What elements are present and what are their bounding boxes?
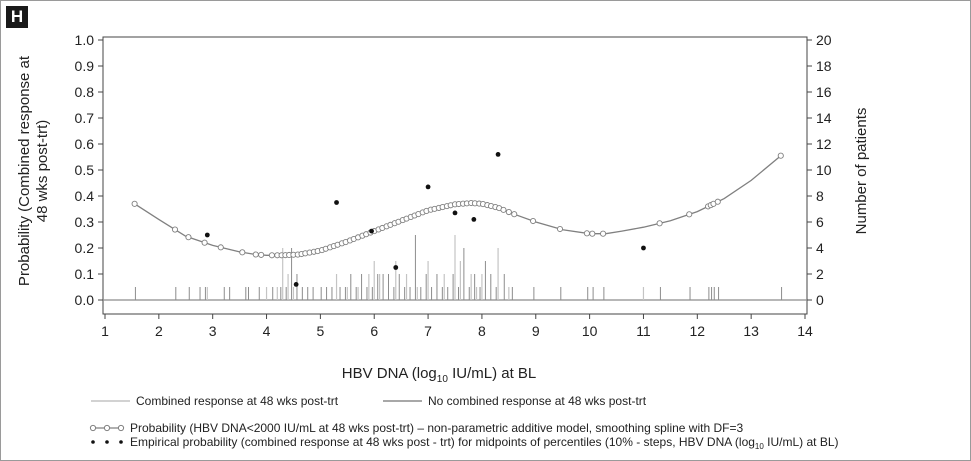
spline-marker: [511, 211, 518, 218]
plot-border: [102, 36, 808, 315]
empirical-point: [204, 232, 210, 238]
right-y-tick-label: 16: [816, 84, 832, 100]
panel-label: H: [6, 6, 28, 28]
probability-spline: [131, 152, 784, 259]
empirical-point: [452, 210, 458, 216]
right-y-axis-title: Number of patients: [853, 108, 870, 235]
spline-marker: [201, 239, 208, 246]
empirical-point: [495, 152, 501, 157]
left-y-tick-label: 0.8: [75, 84, 95, 100]
right-y-tick-label: 14: [816, 110, 832, 126]
spline-marker: [185, 234, 192, 241]
legend-label: Combined response at 48 wks post-trt: [136, 394, 339, 408]
left-y-tick-label: 0.9: [75, 58, 95, 74]
right-y-tick-label: 10: [816, 162, 832, 178]
left-y-tick-label: 0.7: [75, 110, 95, 126]
patient-count-bars: [103, 235, 807, 301]
empirical-point: [293, 282, 299, 287]
right-y-tick-label: 6: [816, 214, 824, 230]
spline-marker: [714, 198, 721, 205]
spline-marker: [556, 225, 564, 233]
x-tick-label: 5: [316, 323, 324, 339]
spline-marker: [530, 217, 537, 225]
left-y-tick-label: 0.3: [75, 214, 95, 230]
spline-marker: [217, 244, 224, 251]
legend-swatch-marker: [89, 424, 97, 432]
spline-marker: [500, 206, 507, 213]
right-y-axis-ticks: 0 2 4 6 8 10 12 14 16 18 20: [807, 32, 832, 308]
spline-marker: [589, 230, 596, 237]
spline-marker: [600, 230, 607, 237]
right-y-tick-label: 0: [816, 292, 824, 308]
x-tick-label: 3: [209, 323, 217, 339]
x-axis-ticks: 1 2 3 4 5 6 7 8 9 10 11 12 13 14: [101, 314, 813, 339]
spline-marker: [239, 249, 246, 256]
legend-swatch-dot: [105, 440, 109, 444]
left-y-tick-label: 0.2: [75, 240, 95, 256]
empirical-point: [334, 200, 339, 205]
left-y-tick-label: 0.0: [75, 292, 95, 308]
left-y-tick-label: 0.5: [75, 162, 95, 178]
x-tick-label: 8: [478, 323, 486, 339]
left-y-tick-label: 0.6: [75, 136, 95, 152]
x-tick-label: 7: [424, 323, 432, 339]
spline-marker: [258, 251, 265, 258]
legend-item-empirical: Empirical probability (combined response…: [91, 435, 839, 451]
legend-label: Empirical probability (combined response…: [130, 435, 839, 451]
empirical-points: [204, 152, 646, 287]
legend-swatch-dot: [91, 440, 95, 444]
empirical-point: [641, 245, 646, 251]
legend-swatch-marker: [103, 424, 111, 432]
x-tick-label: 10: [582, 323, 598, 339]
x-tick-label: 13: [743, 323, 759, 339]
legend-label: No combined response at 48 wks post-trt: [428, 394, 647, 408]
spline-marker: [656, 220, 663, 227]
x-tick-label: 6: [370, 323, 378, 339]
legend-label: Probability (HBV DNA<2000 IU/mL at 48 wk…: [130, 421, 743, 435]
right-y-tick-label: 8: [816, 188, 824, 204]
spline-marker: [268, 252, 275, 259]
x-axis-title: HBV DNA (log10 IU/mL) at BL: [342, 365, 537, 385]
spline-marker: [505, 208, 512, 216]
legend-swatch-dot: [119, 440, 123, 444]
empirical-point: [369, 228, 374, 234]
left-y-axis-title: Probability (Combined response at48 wks …: [16, 55, 51, 286]
left-y-axis-ticks: 0.0 0.1 0.2 0.3 0.4 0.5 0.6 0.7 0.8 0.9 1.0: [75, 32, 103, 308]
empirical-point: [425, 184, 431, 190]
empirical-point: [471, 217, 477, 222]
legend-item-non-responders: No combined response at 48 wks post-trt: [383, 394, 647, 408]
x-tick-label: 14: [797, 323, 813, 339]
right-y-tick-label: 12: [816, 136, 832, 152]
left-y-tick-label: 1.0: [75, 32, 95, 48]
plot-area: [102, 36, 808, 315]
legend: Combined response at 48 wks post-trt No …: [89, 394, 839, 451]
x-tick-label: 2: [155, 323, 163, 339]
legend-item-probability: Probability (HBV DNA<2000 IU/mL at 48 wk…: [89, 421, 743, 435]
right-y-tick-label: 18: [816, 58, 832, 74]
empirical-point: [393, 265, 399, 270]
right-y-tick-label: 4: [816, 240, 824, 256]
spline-marker: [583, 230, 590, 237]
x-tick-label: 12: [690, 323, 706, 339]
spline-marker: [777, 152, 784, 159]
x-tick-label: 9: [532, 323, 540, 339]
spline-marker: [171, 226, 179, 233]
right-y-tick-label: 2: [816, 266, 824, 282]
legend-swatch-marker: [117, 424, 125, 432]
x-tick-label: 1: [101, 323, 109, 339]
spline-marker: [686, 211, 693, 218]
right-y-tick-label: 20: [816, 32, 832, 48]
x-tick-label: 4: [263, 323, 271, 339]
legend-item-responders: Combined response at 48 wks post-trt: [91, 394, 339, 408]
x-tick-label: 11: [636, 323, 651, 339]
left-y-tick-label: 0.4: [75, 188, 95, 204]
spline-marker: [252, 251, 259, 258]
left-y-tick-label: 0.1: [75, 266, 95, 282]
spline-marker: [131, 200, 138, 207]
